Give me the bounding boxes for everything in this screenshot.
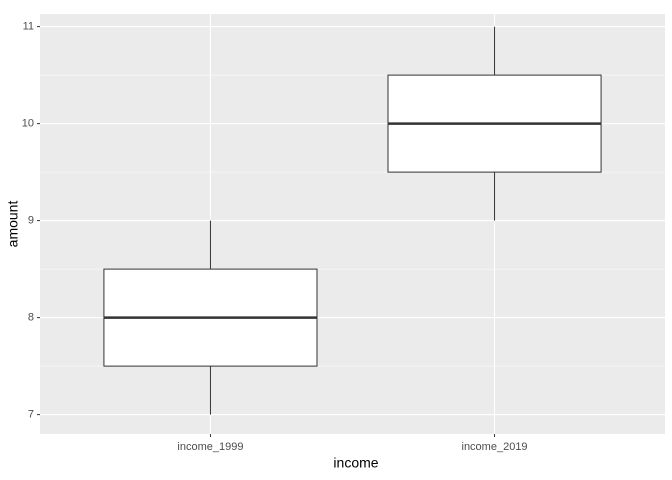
x-tick-label: income_2019 <box>462 441 528 453</box>
x-axis-title: income <box>333 455 378 471</box>
y-tick-label: 9 <box>28 215 34 227</box>
y-tick-label: 11 <box>23 21 34 33</box>
y-tick-label: 7 <box>28 409 34 421</box>
x-tick-label: income_1999 <box>177 441 243 453</box>
y-axis-title: amount <box>5 201 21 248</box>
y-tick-label: 10 <box>22 118 34 130</box>
y-tick-label: 8 <box>28 312 34 324</box>
